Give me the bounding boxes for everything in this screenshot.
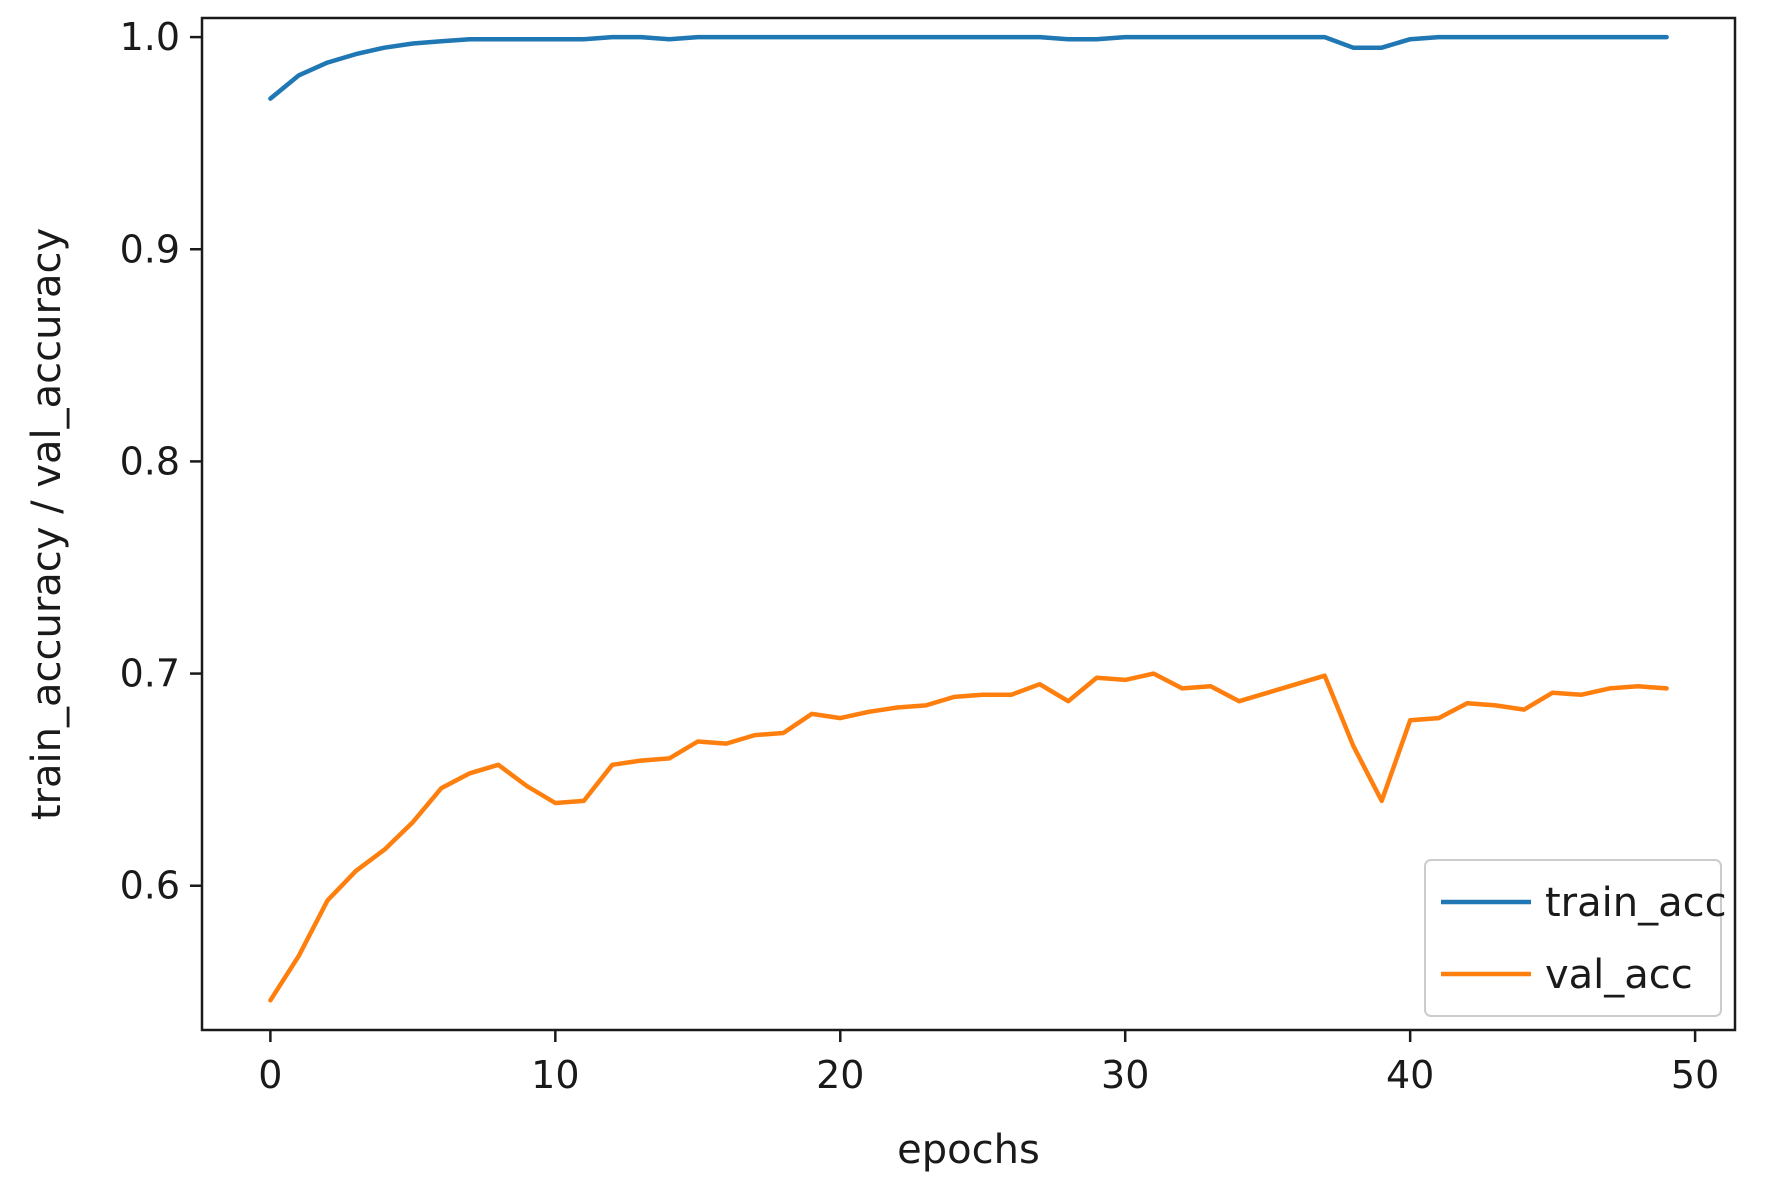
y-axis-label: train_accuracy / val_accuracy	[24, 228, 70, 820]
y-tick-label: 0.7	[120, 652, 180, 696]
y-tick-label: 0.9	[120, 227, 180, 271]
x-axis: 0 10 20 30 40 50	[258, 1030, 1719, 1097]
legend-label: val_acc	[1545, 952, 1693, 998]
legend-box	[1424, 859, 1722, 1017]
x-tick-label: 0	[258, 1053, 282, 1097]
y-axis: 0.6 0.7 0.8 0.9 1.0	[120, 15, 202, 908]
x-tick-label: 50	[1671, 1053, 1719, 1097]
series-layer	[268, 34, 1669, 1003]
series-line-train-acc	[268, 34, 1669, 101]
y-tick-label: 1.0	[120, 15, 180, 59]
axes-frame	[200, 16, 1737, 1032]
x-tick-label: 20	[816, 1053, 864, 1097]
legend: train_acc val_acc	[1424, 859, 1727, 1017]
y-tick-label: 0.6	[120, 864, 180, 908]
x-tick-label: 30	[1101, 1053, 1149, 1097]
series-line-val-acc	[268, 671, 1669, 1003]
x-axis-label: epochs	[897, 1127, 1040, 1173]
x-tick-label: 40	[1386, 1053, 1434, 1097]
y-tick-label: 0.8	[120, 439, 180, 483]
legend-label: train_acc	[1545, 880, 1727, 926]
x-tick-label: 10	[531, 1053, 579, 1097]
